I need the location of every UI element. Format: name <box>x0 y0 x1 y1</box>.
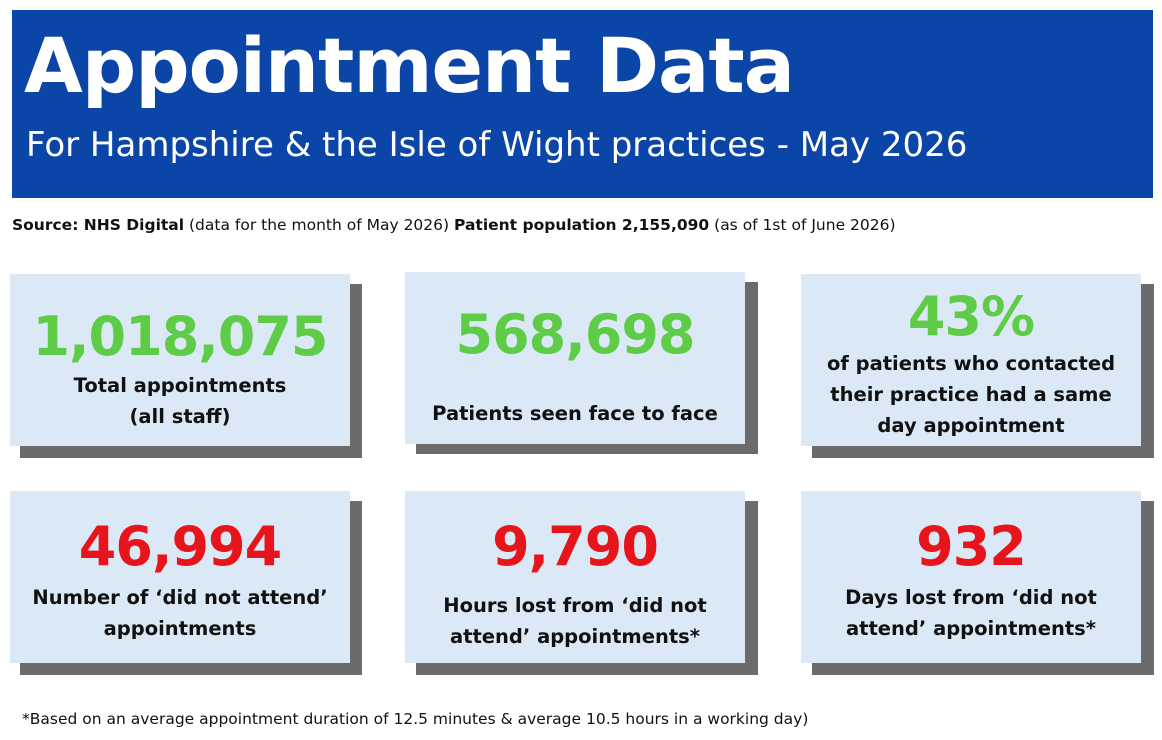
stat-value: 932 <box>916 515 1027 578</box>
stat-label-line2: appointments <box>103 617 257 640</box>
stat-card-total-appointments: 1,018,075 Total appointments (all staff) <box>10 274 350 446</box>
stat-label-line1: Days lost from ‘did not <box>845 586 1097 609</box>
stat-label-line1: Number of ‘did not attend’ <box>32 586 328 609</box>
stat-value: 568,698 <box>455 303 696 366</box>
stat-value: 9,790 <box>492 515 659 578</box>
stat-card-days-lost: 932 Days lost from ‘did not attend’ appo… <box>801 491 1141 663</box>
stat-label-line2: attend’ appointments* <box>450 625 700 648</box>
stat-label-line3: day appointment <box>877 414 1065 437</box>
footnote: *Based on an average appointment duratio… <box>22 710 809 728</box>
stat-label-line1: Total appointments <box>73 374 287 397</box>
stat-value: 46,994 <box>78 515 282 578</box>
stat-label-line1: of patients who contacted <box>826 352 1116 375</box>
stat-label-line1: Hours lost from ‘did not <box>443 594 707 617</box>
stat-card-same-day: 43% of patients who contacted their prac… <box>801 274 1141 446</box>
stat-label-line2: attend’ appointments* <box>846 617 1096 640</box>
stat-card-face-to-face: 568,698 Patients seen face to face <box>405 272 745 444</box>
stat-label-line2: their practice had a same <box>830 383 1112 406</box>
source-label: Source: NHS Digital <box>12 216 185 234</box>
page-subtitle: For Hampshire & the Isle of Wight practi… <box>26 125 968 165</box>
stat-card-hours-lost: 9,790 Hours lost from ‘did not attend’ a… <box>405 491 745 663</box>
page-title: Appointment Data <box>24 21 795 110</box>
source-date: (as of 1st of June 2026) <box>714 216 896 234</box>
source-line: Source: NHS Digital (data for the month … <box>12 213 1152 237</box>
source-population: Patient population 2,155,090 <box>454 216 710 234</box>
stat-label-line2: (all staff) <box>129 405 231 428</box>
source-period: (data for the month of May 2026) <box>189 216 450 234</box>
stat-value: 1,018,075 <box>32 305 328 368</box>
stat-card-did-not-attend: 46,994 Number of ‘did not attend’ appoin… <box>10 491 350 663</box>
stat-label-line1: Patients seen face to face <box>432 402 718 425</box>
stat-value: 43% <box>907 285 1035 348</box>
header-banner: Appointment Data For Hampshire & the Isl… <box>12 10 1153 198</box>
